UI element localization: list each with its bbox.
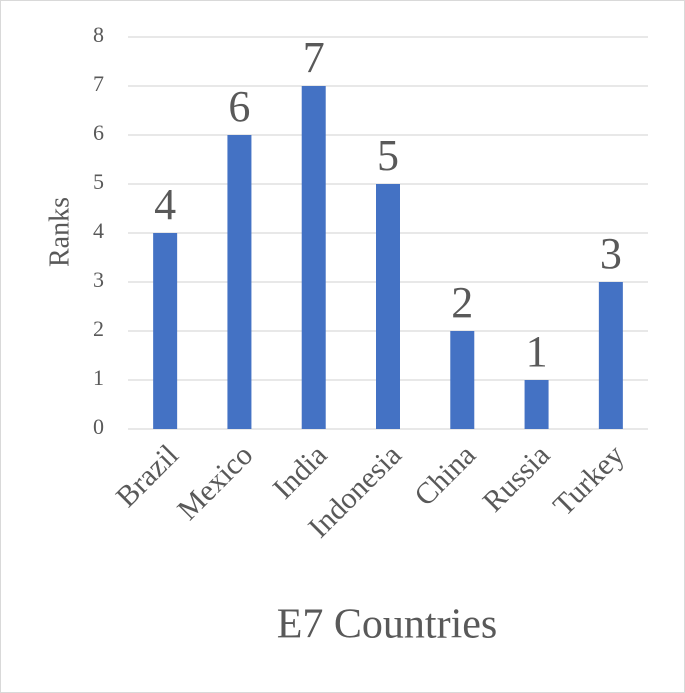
y-tick-label: 0 — [93, 414, 104, 439]
data-label: 3 — [600, 229, 622, 278]
data-label: 4 — [154, 180, 176, 229]
y-tick-label: 1 — [93, 365, 104, 390]
bar — [450, 331, 475, 429]
x-axis-title: E7 Countries — [277, 602, 497, 648]
bar — [153, 233, 178, 429]
bar — [598, 282, 623, 429]
y-tick-label: 3 — [93, 267, 104, 292]
y-tick-label: 7 — [93, 71, 104, 96]
data-label: 7 — [303, 33, 325, 82]
data-label: 2 — [451, 278, 473, 327]
y-tick-label: 2 — [93, 316, 104, 341]
y-tick-label: 5 — [93, 169, 104, 194]
data-label: 5 — [377, 131, 399, 180]
y-tick-label: 8 — [93, 22, 104, 47]
bar — [524, 380, 549, 429]
y-tick-label: 6 — [93, 120, 104, 145]
y-axis-title: Ranks — [44, 197, 75, 267]
data-label: 6 — [228, 82, 250, 131]
bar — [301, 86, 326, 429]
bar — [376, 184, 400, 429]
bar — [227, 135, 252, 429]
data-label: 1 — [526, 327, 548, 376]
y-tick-label: 4 — [93, 218, 104, 243]
